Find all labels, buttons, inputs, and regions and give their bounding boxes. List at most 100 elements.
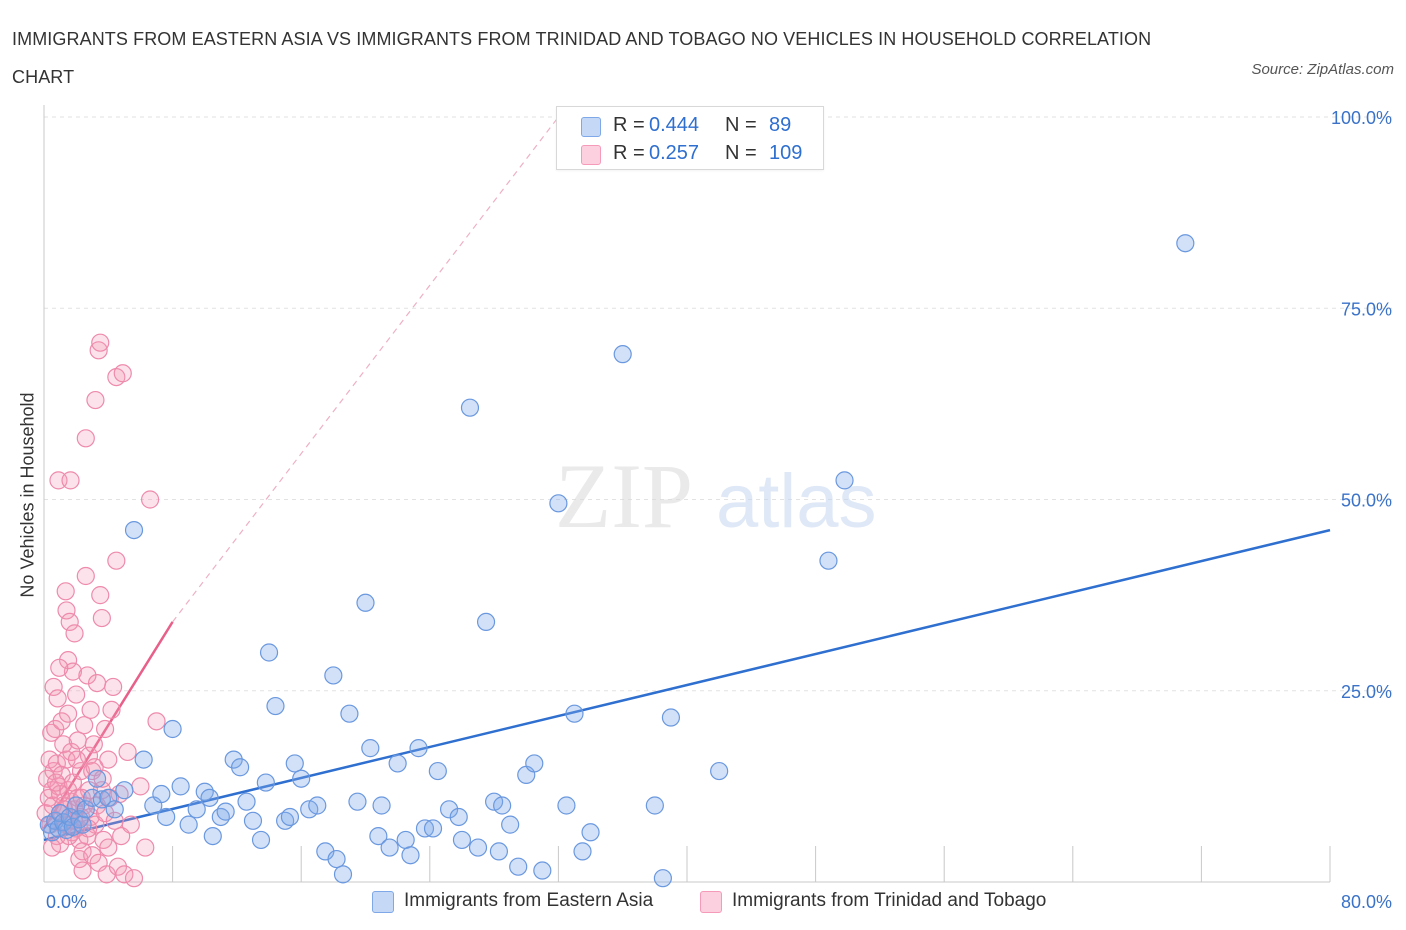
point-eastern-asia (333, 865, 353, 884)
point-eastern-asia (565, 704, 584, 723)
point-eastern-asia (92, 790, 111, 809)
legend-row-eastern-asia: R = 0.444 N = 89 (557, 111, 823, 139)
bottom-legend-label-trinidad: Immigrants from Trinidad and Tobago (732, 890, 1047, 911)
point-eastern-asia (581, 823, 600, 842)
point-trinidad (147, 712, 166, 731)
point-eastern-asia (87, 769, 107, 788)
point-eastern-asia (819, 551, 838, 570)
y-axis-label: No Vehicles in Household (17, 392, 38, 598)
point-eastern-asia (428, 761, 447, 781)
point-eastern-asia (835, 471, 854, 490)
legend-r-label: R = (613, 142, 645, 164)
point-eastern-asia (423, 819, 443, 838)
trend-line-trinidad-extrapolated (172, 116, 559, 623)
point-trinidad (63, 662, 83, 681)
point-trinidad (104, 677, 123, 697)
point-eastern-asia (200, 788, 219, 807)
point-trinidad (124, 869, 144, 888)
point-trinidad (36, 804, 55, 823)
point-trinidad (76, 429, 95, 448)
point-eastern-asia (452, 830, 472, 850)
x-tick-label: 0.0% (46, 892, 87, 912)
tick-labels: 100.0% 75.0% 50.0% 25.0% 0.0% 80.0% (46, 108, 1392, 912)
point-trinidad (102, 700, 121, 719)
y-tick-label: 50.0% (1341, 491, 1392, 511)
point-trinidad (118, 742, 137, 762)
trend-line-eastern-asia (43, 528, 1331, 842)
point-eastern-asia (493, 796, 512, 815)
point-eastern-asia (401, 846, 420, 865)
bottom-legend-swatch-eastern-asia (372, 891, 394, 913)
y-tick-label: 100.0% (1331, 108, 1392, 128)
point-trinidad (81, 700, 100, 719)
point-trinidad (84, 735, 103, 754)
point-eastern-asia (449, 807, 468, 827)
legend-r-value-eastern-asia: 0.444 (649, 114, 700, 136)
point-eastern-asia (70, 810, 89, 829)
point-eastern-asia (388, 754, 407, 773)
point-eastern-asia (476, 612, 496, 632)
legend-r-value-trinidad: 0.257 (649, 142, 700, 164)
point-trinidad (44, 677, 63, 697)
point-eastern-asia (396, 830, 415, 850)
point-eastern-asia (243, 811, 263, 830)
legend-swatch-eastern-asia (581, 117, 601, 137)
point-trinidad (61, 471, 80, 490)
point-eastern-asia (292, 769, 311, 788)
point-eastern-asia (327, 849, 346, 869)
point-eastern-asia (573, 842, 592, 861)
point-eastern-asia (157, 807, 176, 827)
point-trinidad (91, 333, 110, 352)
legend-swatch-trinidad (581, 145, 601, 165)
trend-line-trinidad (42, 621, 174, 830)
watermark-zip: ZIP (555, 445, 693, 547)
bottom-legend-label-eastern-asia: Immigrants from Eastern Asia (404, 890, 654, 911)
point-trinidad (79, 746, 99, 765)
point-trinidad (87, 673, 107, 693)
point-eastern-asia (501, 815, 520, 834)
legend-n-value-trinidad: 109 (769, 142, 803, 164)
point-eastern-asia (1176, 234, 1195, 253)
point-trinidad (57, 601, 76, 620)
point-eastern-asia (105, 800, 124, 819)
legend-row-trinidad: R = 0.257 N = 109 (557, 139, 823, 167)
point-trinidad (67, 750, 87, 769)
y-tick-label: 25.0% (1341, 682, 1392, 702)
chart-title: IMMIGRANTS FROM EASTERN ASIA VS IMMIGRAN… (12, 29, 1152, 87)
point-eastern-asia (409, 739, 428, 758)
trend-lines (42, 116, 1331, 842)
point-trinidad (92, 608, 111, 628)
point-eastern-asia (259, 643, 279, 662)
point-eastern-asia (99, 788, 118, 807)
point-eastern-asia (237, 792, 256, 811)
point-trinidad (65, 624, 84, 643)
point-eastern-asia (231, 758, 250, 777)
source-note: Source: ZipAtlas.com (1251, 61, 1394, 78)
watermark-atlas: atlas (716, 459, 877, 544)
point-eastern-asia (179, 815, 198, 834)
point-eastern-asia (645, 796, 664, 815)
point-eastern-asia (266, 696, 285, 716)
point-eastern-asia (115, 781, 134, 800)
point-eastern-asia (171, 777, 190, 796)
point-eastern-asia (380, 838, 399, 857)
point-trinidad (115, 865, 134, 884)
point-eastern-asia (533, 861, 552, 880)
point-trinidad (43, 796, 62, 815)
point-trinidad (50, 658, 69, 677)
legend-n-label: N = (725, 114, 757, 136)
legend-r-label: R = (613, 114, 645, 136)
point-eastern-asia (460, 398, 480, 417)
point-eastern-asia (468, 838, 488, 857)
stats-legend: R = 0.444 N = 89 R = 0.257 N = 109 (556, 106, 824, 170)
point-trinidad (99, 838, 118, 857)
point-eastern-asia (710, 761, 729, 781)
legend-n-value-eastern-asia: 89 (769, 114, 792, 136)
point-trinidad (42, 838, 62, 857)
point-eastern-asia (203, 826, 222, 846)
point-trinidad (78, 666, 97, 685)
point-trinidad (46, 773, 66, 792)
point-eastern-asia (661, 708, 681, 727)
point-eastern-asia (324, 666, 343, 685)
point-eastern-asia (348, 792, 367, 811)
